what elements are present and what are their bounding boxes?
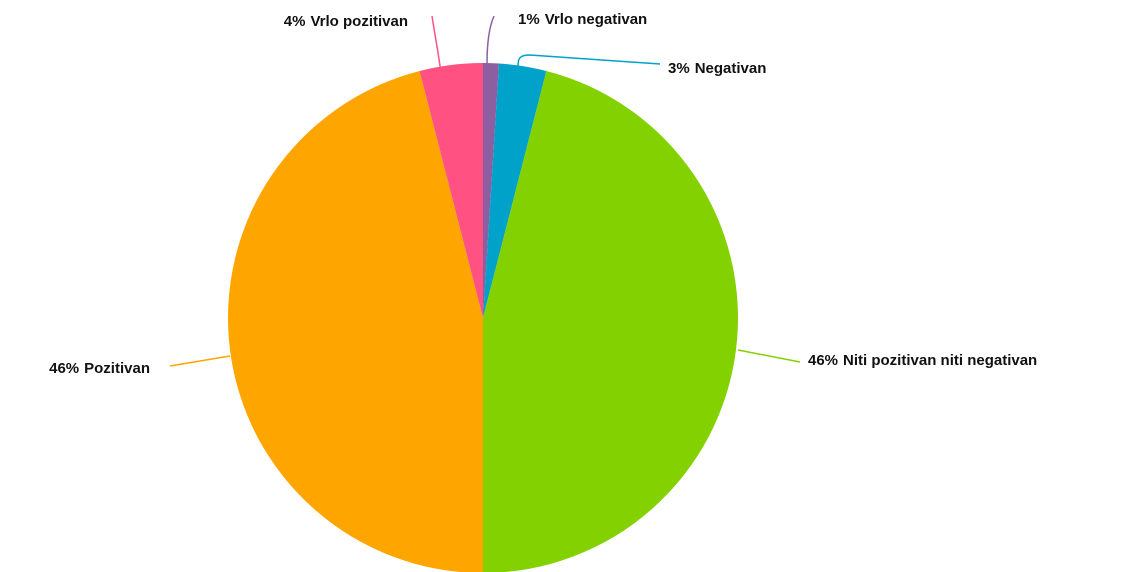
category-label: Niti pozitivan niti negativan: [843, 352, 1037, 369]
slice-label: 46% Pozitivan: [49, 360, 150, 377]
leader-line: [737, 349, 801, 363]
category-label: Pozitivan: [84, 360, 150, 377]
category-label: Negativan: [695, 60, 767, 77]
leader-line: [169, 355, 231, 367]
leader-line: [517, 54, 661, 67]
pie-slice: [483, 63, 547, 318]
category-label: Vrlo negativan: [545, 11, 648, 28]
value-label: 3%: [668, 60, 690, 77]
leader-line: [486, 15, 495, 65]
pie-slice: [419, 63, 483, 318]
slice-label: 1% Vrlo negativan: [518, 11, 647, 28]
slice-label: 46% Niti pozitivan niti negativan: [808, 352, 1037, 369]
category-label: Vrlo pozitivan: [310, 13, 408, 30]
value-label: 46%: [49, 360, 79, 377]
slice-label: 4% Vrlo pozitivan: [284, 13, 408, 30]
value-label: 4%: [284, 13, 306, 30]
slice-label: 3% Negativan: [668, 60, 766, 77]
pie-slice: [228, 71, 483, 572]
value-label: 1%: [518, 11, 540, 28]
leader-line: [431, 15, 442, 74]
pie-slice: [483, 71, 738, 572]
pie-slice: [483, 63, 500, 318]
value-label: 46%: [808, 352, 838, 369]
